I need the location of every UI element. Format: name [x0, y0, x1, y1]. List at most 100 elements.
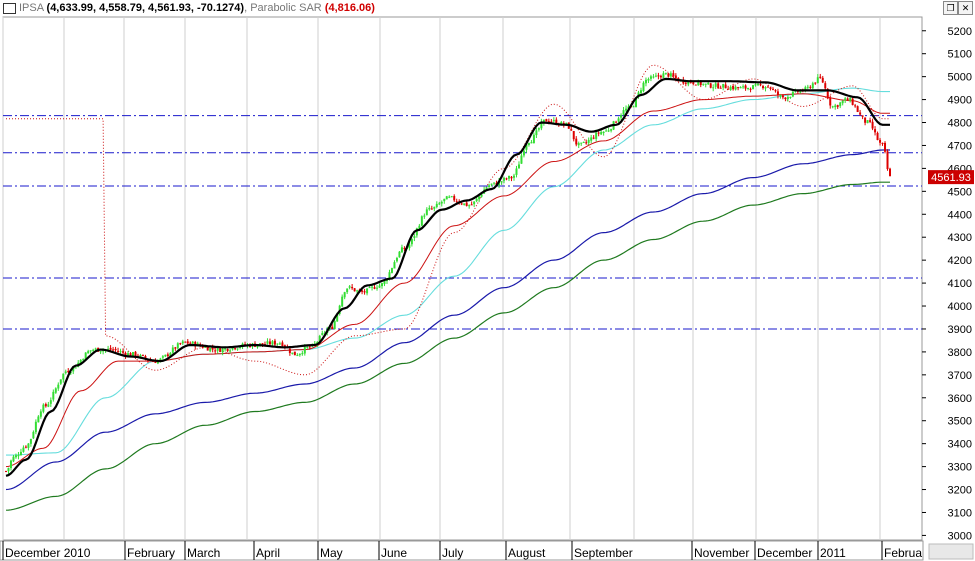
candle-body: [366, 288, 369, 294]
candle-body: [839, 102, 842, 107]
candle-body: [231, 347, 234, 350]
y-tick-label: 5000: [948, 72, 972, 84]
x-tick-label: August: [508, 546, 546, 560]
candle-body: [348, 286, 351, 288]
restore-window-icon[interactable]: ❐: [943, 1, 958, 15]
candle-body: [67, 370, 70, 373]
candle-body: [754, 84, 757, 86]
candle-body: [527, 143, 530, 145]
candle-body: [615, 121, 618, 123]
candle-body: [179, 343, 182, 345]
candle-body: [664, 72, 667, 74]
candle-body: [463, 203, 466, 205]
candle-body: [343, 292, 346, 298]
candle-body: [654, 75, 657, 77]
candle-body: [866, 120, 869, 124]
candle-body: [834, 105, 837, 108]
candle-body: [371, 286, 374, 288]
candle-body: [752, 85, 755, 90]
candle-body: [164, 354, 167, 357]
chart-header-text: IPSA (4,633.99, 4,558.79, 4,561.93, -70.…: [19, 2, 375, 14]
candle-body: [276, 343, 279, 345]
candle-body: [749, 88, 752, 90]
candle-body: [517, 164, 520, 169]
candle-body: [47, 404, 50, 407]
candle-body: [388, 272, 391, 280]
candle-body: [617, 118, 620, 122]
candle-body: [214, 350, 217, 352]
candle-body: [512, 175, 515, 178]
candle-body: [27, 443, 30, 448]
x-tick-label: November: [694, 546, 749, 560]
last-price-label: 4561.93: [931, 172, 971, 184]
candle-body: [211, 347, 214, 350]
candle-body: [580, 142, 583, 144]
candle-body: [485, 187, 488, 190]
scroll-thumb: [928, 543, 974, 560]
candle-body: [296, 355, 299, 357]
candle-body: [766, 86, 769, 88]
candle-body: [333, 320, 336, 330]
candle-body: [37, 416, 40, 423]
candle-body: [786, 96, 789, 100]
candle-body: [473, 201, 476, 205]
candle-body: [535, 130, 538, 136]
candle-body: [488, 185, 491, 188]
candle-body: [201, 345, 204, 348]
candle-body: [587, 139, 590, 143]
moving-average-black: [5, 77, 890, 477]
candle-body: [5, 471, 7, 473]
candle-body: [789, 96, 792, 98]
candle-body: [49, 400, 52, 404]
candle-body: [268, 341, 271, 345]
candle-body: [734, 86, 737, 90]
candle-body: [400, 247, 403, 253]
candle-body: [540, 121, 543, 129]
candle-body: [622, 110, 625, 115]
candle-body: [635, 97, 638, 107]
candle-body: [89, 350, 92, 352]
x-tick-label: September: [574, 546, 633, 560]
candle-body: [291, 352, 294, 354]
candle-body: [699, 80, 702, 86]
candle-body: [809, 86, 812, 88]
candle-body: [570, 129, 573, 131]
candle-body: [674, 75, 677, 79]
candle-body: [418, 225, 421, 229]
candle-body: [632, 106, 635, 108]
candle-body: [572, 131, 575, 140]
candle-body: [669, 73, 672, 77]
candle-body: [493, 182, 496, 184]
candle-body: [871, 121, 874, 129]
candle-body: [57, 384, 60, 389]
candle-body: [762, 86, 765, 89]
candle-body: [505, 178, 508, 180]
last-price-badge: [928, 170, 974, 185]
candle-body: [181, 341, 184, 344]
candle-body: [475, 198, 478, 202]
candle-body: [600, 132, 603, 135]
candle-body: [144, 356, 147, 359]
close-window-icon[interactable]: ✕: [958, 1, 973, 15]
candle-body: [174, 347, 177, 349]
y-tick-label: 4900: [948, 95, 972, 107]
candle-body: [819, 76, 822, 78]
candle-body: [54, 388, 57, 393]
candle-body: [413, 236, 416, 238]
candle-body: [545, 119, 548, 122]
candle-body: [737, 87, 740, 89]
candle-body: [577, 143, 580, 146]
candle-body: [308, 346, 311, 348]
candle-body: [814, 82, 817, 84]
candle-body: [288, 348, 291, 354]
candle-body: [811, 83, 814, 89]
x-tick-label: December: [757, 546, 812, 560]
candle-body: [791, 91, 794, 97]
candle-body: [776, 91, 779, 96]
candle-body: [191, 341, 194, 344]
candle-body: [443, 198, 446, 202]
candle-body: [221, 348, 224, 353]
candle-body: [161, 356, 164, 358]
candle-body: [575, 138, 578, 145]
